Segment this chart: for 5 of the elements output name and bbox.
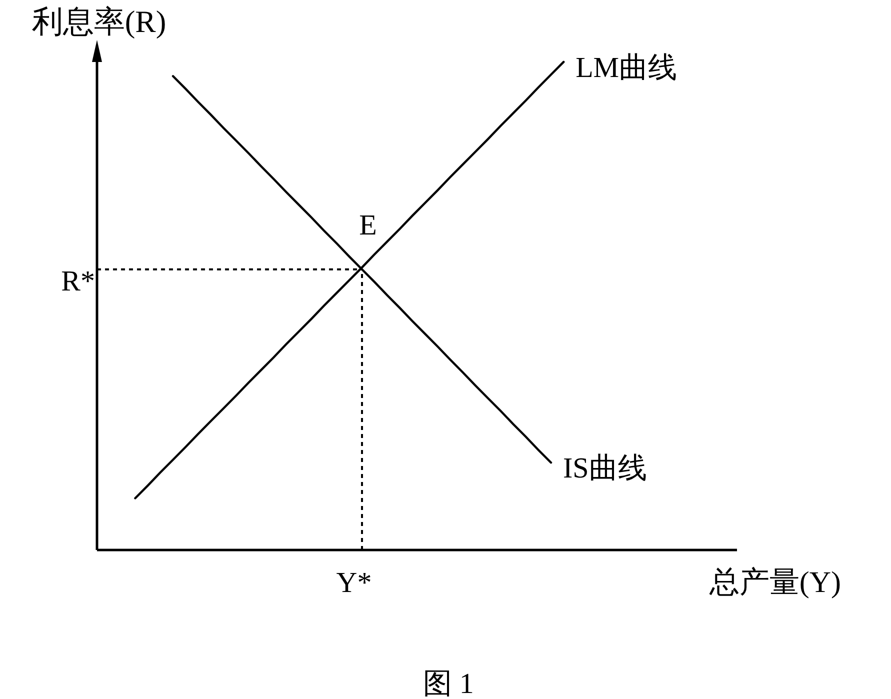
- annotation: E: [359, 209, 377, 242]
- annotation: 图 1: [423, 668, 474, 699]
- y-axis-title: 利息率(R): [32, 4, 166, 39]
- x-axis-title: 总产量(Y): [709, 566, 841, 599]
- annotation: Y*: [336, 567, 372, 599]
